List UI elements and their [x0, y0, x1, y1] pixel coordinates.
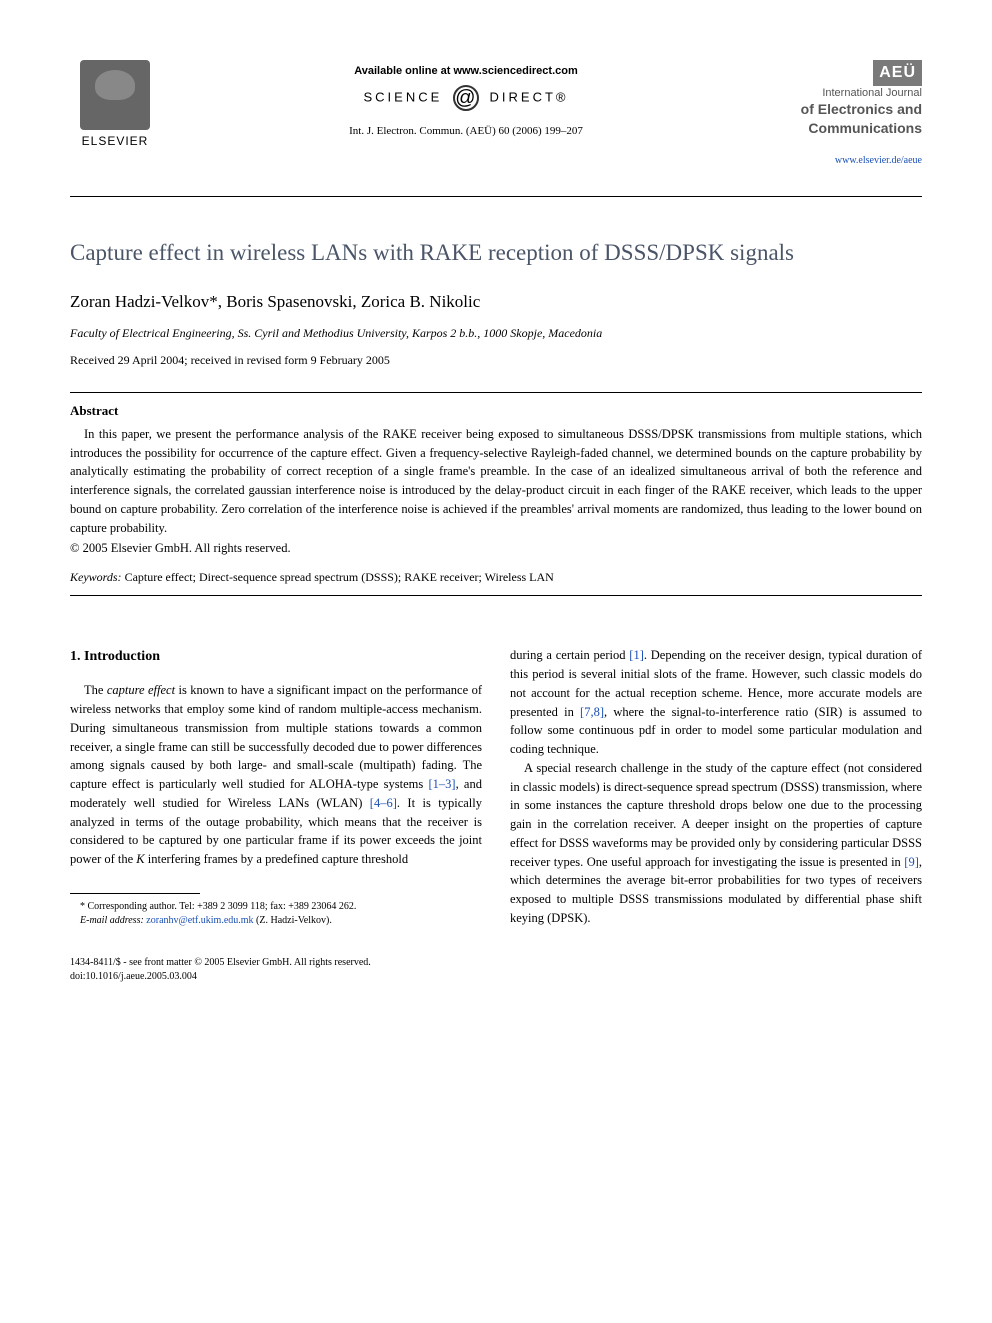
left-column: 1. Introduction The capture effect is kn… — [70, 646, 482, 928]
journal-header: ELSEVIER Available online at www.science… — [70, 60, 922, 166]
ref-4-6[interactable]: [4–6] — [370, 796, 397, 810]
ref-9[interactable]: [9] — [904, 855, 919, 869]
paper-title: Capture effect in wireless LANs with RAK… — [70, 237, 922, 268]
elsevier-label: ELSEVIER — [82, 134, 149, 148]
abstract-heading: Abstract — [70, 403, 922, 419]
section-1-heading: 1. Introduction — [70, 646, 482, 667]
intro-para-1-cont: during a certain period [1]. Depending o… — [510, 646, 922, 759]
journal-url[interactable]: www.elsevier.de/aeue — [772, 155, 922, 166]
aeu-badge: AEÜ — [873, 60, 922, 86]
sd-right: DIRECT® — [490, 89, 569, 104]
journal-line2: of Electronics and — [801, 101, 922, 117]
available-online-text: Available online at www.sciencedirect.co… — [160, 65, 772, 77]
affiliation: Faculty of Electrical Engineering, Ss. C… — [70, 326, 922, 341]
abstract-bottom-divider — [70, 595, 922, 596]
p1-K: K — [136, 852, 144, 866]
body-columns: 1. Introduction The capture effect is kn… — [70, 646, 922, 928]
intro-para-2: A special research challenge in the stud… — [510, 759, 922, 928]
keywords-label: Keywords: — [70, 570, 122, 584]
authors-line: Zoran Hadzi-Velkov*, Boris Spasenovski, … — [70, 292, 922, 312]
keywords-values: Capture effect; Direct-sequence spread s… — [122, 570, 554, 584]
email-author: (Z. Hadzi-Velkov). — [254, 915, 332, 926]
c2p1-a: during a certain period — [510, 648, 629, 662]
received-dates: Received 29 April 2004; received in revi… — [70, 353, 922, 368]
p1-a: The — [84, 683, 107, 697]
footnote-divider — [70, 893, 200, 894]
journal-logo-block: AEÜ International Journal of Electronics… — [772, 60, 922, 166]
elsevier-tree-icon — [80, 60, 150, 130]
author-email[interactable]: zoranhv@etf.ukim.edu.mk — [146, 915, 253, 926]
citation-line: Int. J. Electron. Commun. (AEÜ) 60 (2006… — [160, 125, 772, 137]
center-header: Available online at www.sciencedirect.co… — [160, 60, 772, 137]
elsevier-logo: ELSEVIER — [70, 60, 160, 148]
abstract-copyright: © 2005 Elsevier GmbH. All rights reserve… — [70, 541, 922, 556]
abstract-top-divider — [70, 392, 922, 393]
footer-info: 1434-8411/$ - see front matter © 2005 El… — [70, 956, 922, 984]
ref-7-8[interactable]: [7,8] — [580, 705, 604, 719]
journal-line1: International Journal — [822, 87, 922, 99]
p1-italic: capture effect — [107, 683, 175, 697]
right-column: during a certain period [1]. Depending o… — [510, 646, 922, 928]
email-footnote: E-mail address: zoranhv@etf.ukim.edu.mk … — [70, 914, 482, 928]
p1-e: interfering frames by a predefined captu… — [145, 852, 408, 866]
sd-left: SCIENCE — [363, 89, 442, 104]
p1-b: is known to have a significant impact on… — [70, 683, 482, 791]
header-divider — [70, 196, 922, 197]
journal-line3: Communications — [808, 120, 922, 136]
ref-1[interactable]: [1] — [629, 648, 644, 662]
footer-doi: doi:10.1016/j.aeue.2005.03.004 — [70, 970, 922, 984]
abstract-body: In this paper, we present the performanc… — [70, 425, 922, 538]
intro-para-1: The capture effect is known to have a si… — [70, 681, 482, 869]
c2p2-a: A special research challenge in the stud… — [510, 761, 922, 869]
email-label: E-mail address: — [80, 915, 144, 926]
keywords-line: Keywords: Capture effect; Direct-sequenc… — [70, 570, 922, 585]
ref-1-3[interactable]: [1–3] — [429, 777, 456, 791]
science-direct-logo: SCIENCE @ DIRECT® — [160, 85, 772, 111]
journal-name: International Journal of Electronics and… — [772, 86, 922, 137]
corresponding-footnote: * Corresponding author. Tel: +389 2 3099… — [70, 900, 482, 914]
sd-at-icon: @ — [453, 85, 479, 111]
footer-line1: 1434-8411/$ - see front matter © 2005 El… — [70, 956, 922, 970]
